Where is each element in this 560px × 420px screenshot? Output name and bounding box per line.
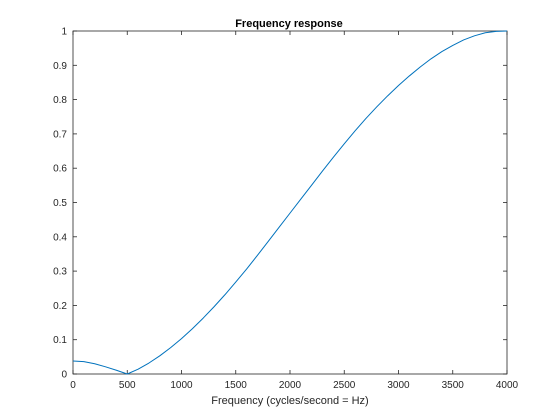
x-tick-label: 1000 [170, 380, 193, 391]
x-tick-label: 2000 [279, 380, 302, 391]
chart-title: Frequency response [235, 18, 343, 30]
y-tick-label: 0.1 [53, 335, 67, 346]
x-tick-label: 500 [119, 380, 136, 391]
y-tick-label: 0.3 [53, 267, 67, 278]
y-tick-label: 0.9 [53, 61, 67, 72]
x-tick-label: 2500 [333, 380, 356, 391]
x-tick-label: 0 [70, 380, 76, 391]
x-tick-label: 4000 [496, 380, 519, 391]
x-axis-ticks: 0 500 1000 1500 2000 2500 3000 3500 4000 [70, 31, 519, 391]
y-tick-label: 0.8 [53, 95, 67, 106]
y-tick-label: 0.6 [53, 164, 67, 175]
series-line-0 [72, 30, 508, 375]
x-axis-label: Frequency (cycles/second = Hz) [211, 395, 368, 407]
y-tick-label: 0.2 [53, 301, 67, 312]
x-tick-label: 1500 [225, 380, 248, 391]
x-tick-label: 3000 [387, 380, 410, 391]
y-tick-label: 0.4 [53, 232, 67, 243]
plot-area [72, 30, 508, 375]
y-tick-label: 1 [61, 27, 67, 38]
y-tick-label: 0.7 [53, 129, 67, 140]
y-tick-label: 0.5 [53, 198, 67, 209]
y-axis-ticks: 0 0.1 0.2 0.3 0.4 0.5 0.6 0.7 0.8 0.9 1 [53, 27, 507, 381]
x-tick-label: 3500 [442, 380, 465, 391]
y-tick-label: 0 [61, 370, 67, 381]
series-layer [72, 30, 508, 375]
